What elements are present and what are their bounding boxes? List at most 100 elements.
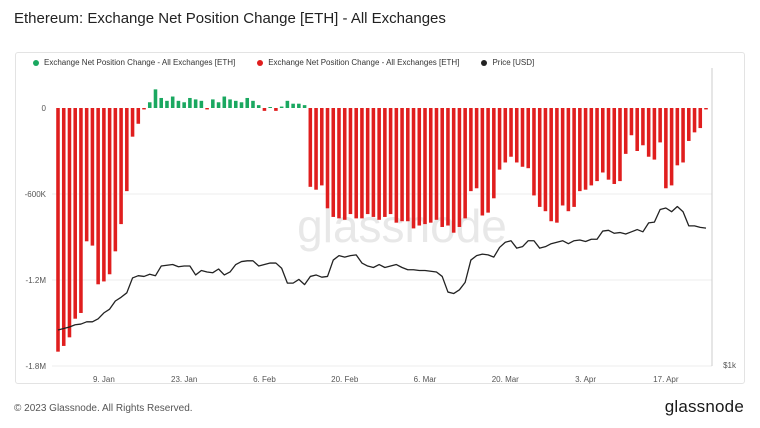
bar-positive xyxy=(279,106,284,108)
bar-negative xyxy=(130,108,135,137)
bar-negative xyxy=(578,108,582,192)
bar-negative xyxy=(331,108,336,217)
legend-item-inflow[interactable]: Exchange Net Position Change - All Excha… xyxy=(33,58,235,67)
y-axis-tick-label: 0 xyxy=(42,104,47,113)
x-axis-tick-label: 17. Apr xyxy=(653,375,679,384)
bar-negative xyxy=(383,108,387,217)
bar-negative xyxy=(400,108,404,222)
bar-positive xyxy=(239,102,244,108)
bar-negative xyxy=(314,108,318,190)
bar-positive xyxy=(233,100,238,108)
bar-negative xyxy=(73,108,77,319)
bar-positive xyxy=(159,97,163,108)
bar-negative xyxy=(469,108,473,192)
chart-title: Ethereum: Exchange Net Position Change [… xyxy=(14,10,446,27)
bar-negative xyxy=(348,108,353,215)
bar-negative xyxy=(543,108,548,212)
chart-legend: Exchange Net Position Change - All Excha… xyxy=(33,58,534,67)
bar-negative xyxy=(457,108,462,227)
bar-negative xyxy=(394,108,399,223)
bar-negative xyxy=(262,108,267,111)
bar-positive xyxy=(222,96,227,108)
bar-positive xyxy=(256,105,261,108)
bar-negative xyxy=(325,108,330,209)
bar-negative xyxy=(618,108,622,182)
bar-negative xyxy=(365,108,370,215)
bar-negative xyxy=(96,108,100,285)
bar-positive xyxy=(291,103,295,108)
bar-negative xyxy=(606,108,611,180)
bar-negative xyxy=(520,108,525,167)
bar-negative xyxy=(388,108,393,215)
bar-negative xyxy=(492,108,496,199)
x-axis-tick-label: 20. Feb xyxy=(331,375,359,384)
footer-brand-logo: glassnode xyxy=(664,397,744,416)
bar-negative xyxy=(406,108,410,222)
bar-negative xyxy=(274,108,278,111)
legend-item-price[interactable]: Price [USD] xyxy=(481,58,534,67)
price-line xyxy=(57,205,707,331)
bar-negative xyxy=(526,108,531,169)
bar-positive xyxy=(176,100,181,108)
bar-positive xyxy=(302,105,307,108)
bar-negative xyxy=(56,108,60,352)
bar-negative xyxy=(652,108,657,160)
bar-positive xyxy=(182,102,186,108)
bar-negative xyxy=(90,108,95,246)
x-axis-tick-label: 3. Apr xyxy=(575,375,596,384)
bar-negative xyxy=(503,108,508,163)
legend-label-price: Price [USD] xyxy=(492,58,535,67)
bar-negative xyxy=(354,108,358,219)
bar-negative xyxy=(658,108,662,143)
legend-label-outflow: Exchange Net Position Change - All Excha… xyxy=(268,58,460,67)
bar-negative xyxy=(572,108,576,207)
bar-negative xyxy=(463,108,467,219)
bar-negative xyxy=(423,108,427,225)
bar-negative xyxy=(497,108,502,170)
bar-negative xyxy=(623,108,628,154)
bar-negative xyxy=(428,108,433,223)
bar-negative xyxy=(320,108,324,186)
bar-negative xyxy=(560,108,565,206)
bar-negative xyxy=(532,108,536,196)
bar-positive xyxy=(153,89,158,108)
bar-positive xyxy=(245,97,250,108)
bar-positive xyxy=(251,100,255,108)
bar-negative xyxy=(595,108,599,182)
bar-negative xyxy=(629,108,634,136)
x-axis-tick-label: 6. Mar xyxy=(414,375,437,384)
legend-label-inflow: Exchange Net Position Change - All Excha… xyxy=(44,58,236,67)
chart-frame xyxy=(15,52,745,384)
bar-negative xyxy=(377,108,381,220)
bar-negative xyxy=(641,108,645,146)
bar-positive xyxy=(216,102,221,108)
bar-negative xyxy=(84,108,89,242)
bar-negative xyxy=(337,108,341,219)
bar-negative xyxy=(514,108,519,163)
bar-negative xyxy=(113,108,118,252)
bar-negative xyxy=(142,108,146,110)
bar-positive xyxy=(170,96,175,108)
bar-negative xyxy=(434,108,439,220)
bar-negative xyxy=(360,108,364,219)
y-axis-tick-label: -600K xyxy=(25,190,47,199)
bar-negative xyxy=(549,108,553,222)
bar-negative xyxy=(486,108,490,213)
bar-positive xyxy=(199,100,204,108)
bar-negative xyxy=(440,108,444,227)
bar-negative xyxy=(698,108,703,129)
bar-negative xyxy=(102,108,106,282)
bar-negative xyxy=(308,108,313,187)
legend-item-outflow[interactable]: Exchange Net Position Change - All Excha… xyxy=(257,58,459,67)
legend-marker-green xyxy=(33,59,39,66)
bar-negative xyxy=(675,108,680,166)
bar-negative xyxy=(417,108,422,226)
x-axis-tick-label: 9. Jan xyxy=(93,375,115,384)
bar-negative xyxy=(480,108,485,216)
bar-negative xyxy=(136,108,141,124)
bar-negative xyxy=(635,108,639,151)
bar-negative xyxy=(342,108,347,220)
bar-negative xyxy=(687,108,691,141)
